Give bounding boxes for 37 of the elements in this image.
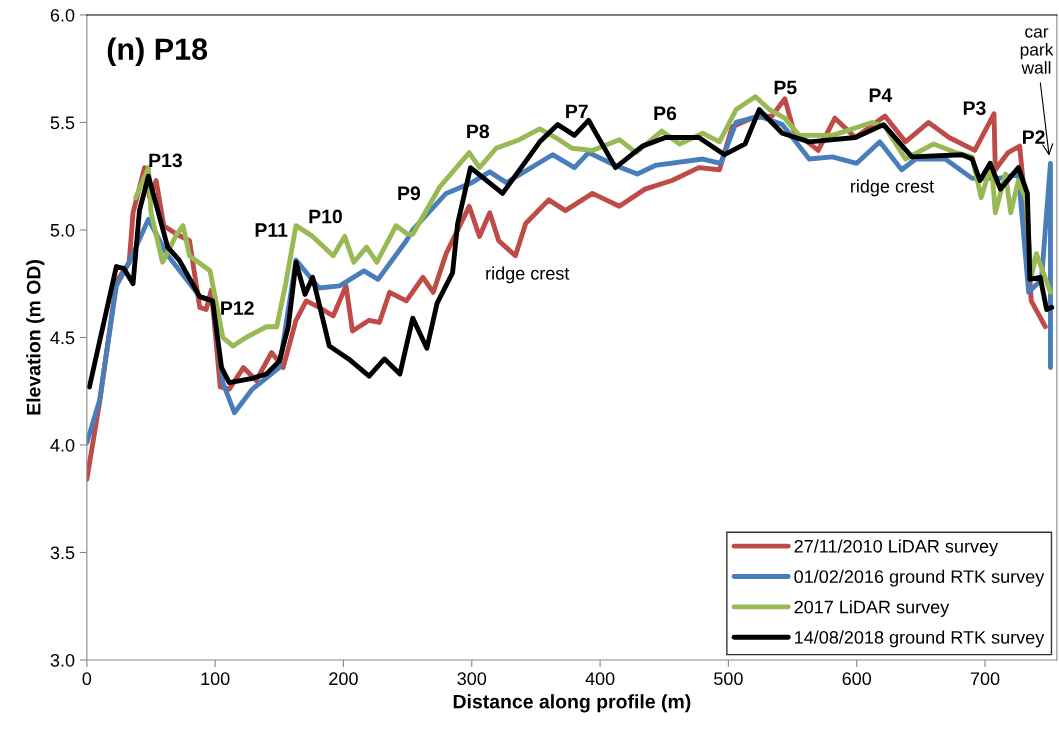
annotation: P7: [566, 104, 588, 119]
annotation: P13: [149, 153, 183, 168]
y-tick-label: 3.0: [50, 653, 75, 667]
x-tick-label: 0: [82, 672, 92, 686]
annotation: P11: [255, 223, 288, 237]
legend-label: 14/08/2018 ground RTK survey: [795, 630, 1045, 648]
y-tick-label: 4.0: [50, 438, 75, 452]
annotation: P12: [221, 301, 254, 315]
annotation: P5: [774, 80, 797, 95]
y-axis-title: Elevation (m OD): [26, 260, 45, 415]
x-tick-label: 600: [842, 672, 872, 686]
annotation: P9: [398, 186, 421, 201]
x-tick-label: 300: [457, 672, 487, 686]
x-tick-label: 400: [585, 672, 615, 686]
x-tick-label: 700: [970, 672, 1000, 686]
legend-label: 2017 LiDAR survey: [794, 600, 950, 617]
legend-label: 27/11/2010 LiDAR survey: [794, 539, 999, 557]
x-tick-label: 500: [714, 672, 743, 686]
annotation: P8: [467, 124, 490, 139]
annotation: P6: [654, 106, 677, 121]
y-tick-label: 5.5: [50, 116, 75, 130]
annotation: P3: [963, 101, 986, 116]
annotation: ridge crest: [851, 179, 934, 197]
x-axis-title: Distance along profile (m): [453, 694, 691, 713]
text: (n) P18: [107, 37, 208, 67]
y-tick-label: 4.5: [50, 331, 75, 345]
annotation: P4: [869, 88, 893, 102]
legend-label: 01/02/2016 ground RTK survey: [794, 569, 1045, 587]
x-tick-label: 200: [329, 672, 358, 686]
annotation: P2: [1023, 130, 1045, 144]
y-tick-label: 6.0: [50, 8, 75, 22]
annotation: ridge crest: [486, 266, 570, 284]
annotation: P10: [309, 209, 342, 224]
annotation: car park wall: [1020, 28, 1054, 74]
y-tick-label: 5.0: [50, 223, 75, 237]
x-tick-label: 100: [201, 672, 230, 686]
y-tick-label: 3.5: [50, 546, 75, 560]
